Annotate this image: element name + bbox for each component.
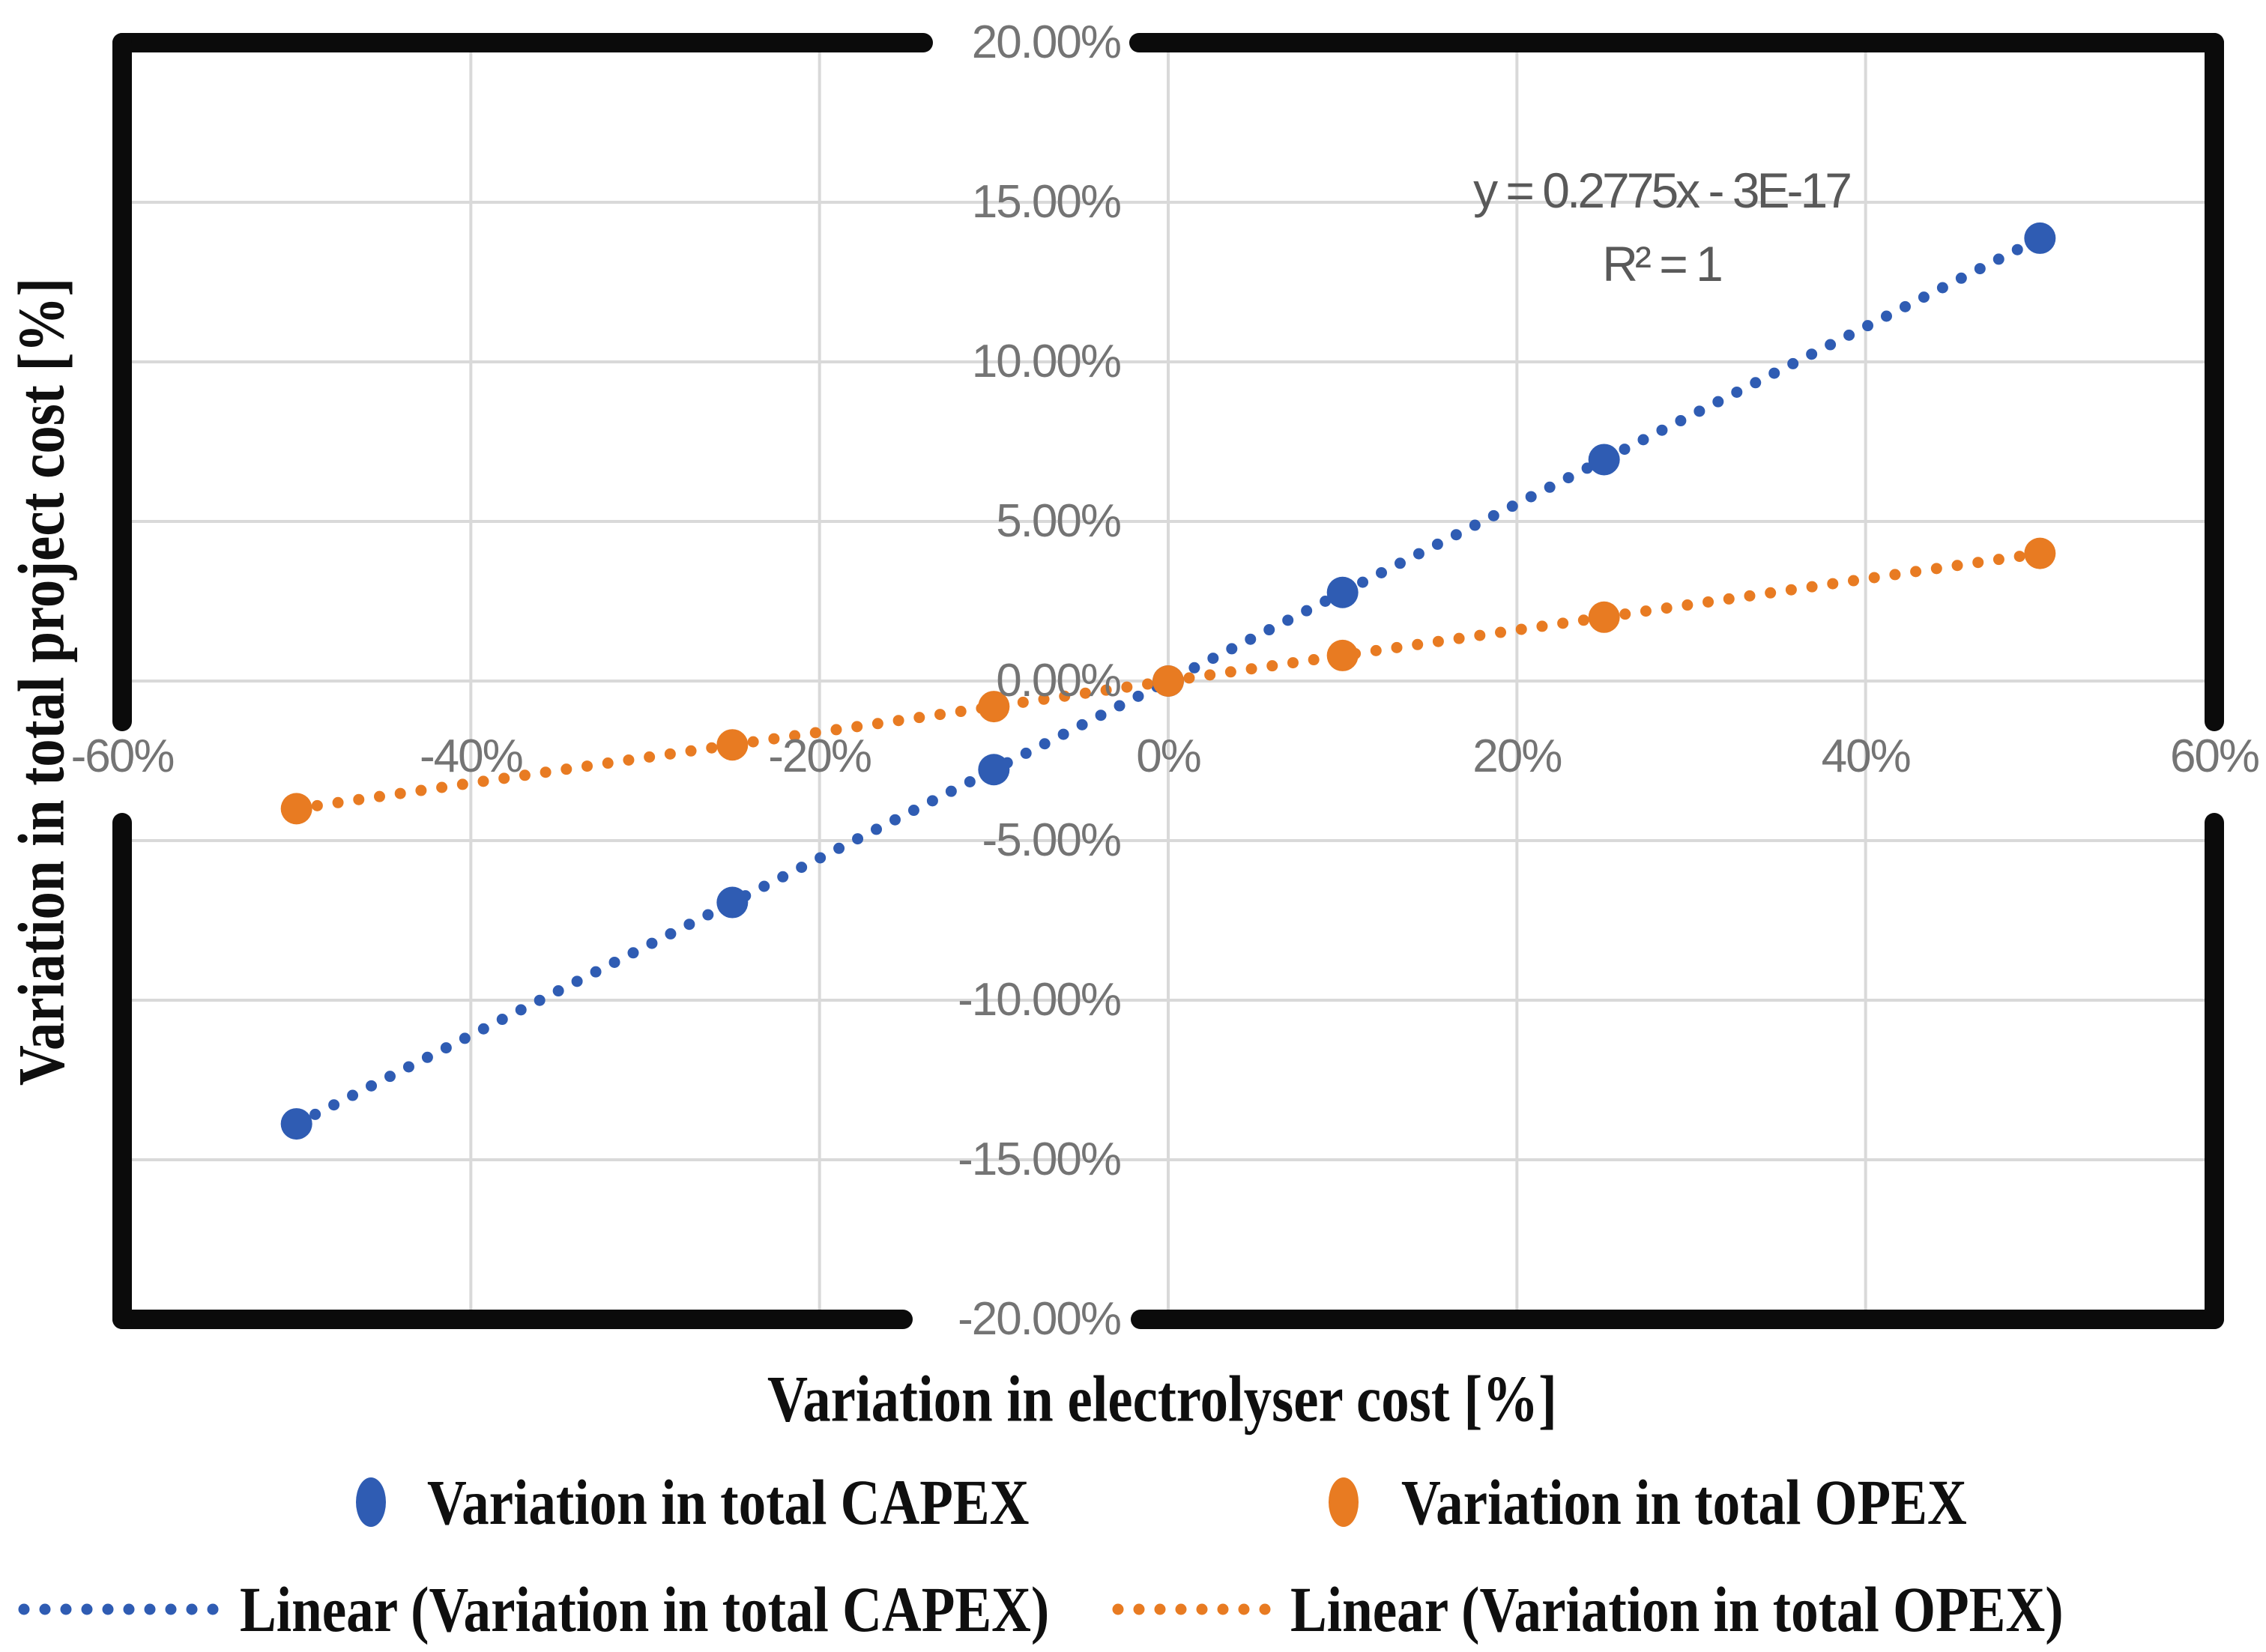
data-point-marker — [280, 1108, 312, 1140]
plot-border — [112, 33, 2224, 1329]
opex-series-markers — [280, 537, 2056, 825]
data-point-marker — [1588, 444, 1620, 476]
legend-swatches — [18, 1477, 1359, 1615]
data-point-marker — [2024, 537, 2056, 569]
data-point-marker — [1326, 576, 1359, 608]
data-point-marker — [280, 793, 312, 825]
data-point-marker — [1326, 639, 1359, 671]
legend-marker-icon — [1329, 1477, 1359, 1527]
data-point-marker — [978, 754, 1010, 786]
data-point-marker — [1588, 601, 1620, 633]
data-point-marker — [716, 729, 749, 761]
data-point-marker — [1152, 665, 1184, 697]
data-point-marker — [2024, 222, 2056, 254]
data-point-marker — [716, 886, 749, 919]
legend-marker-icon — [356, 1477, 386, 1527]
data-point-marker — [978, 691, 1010, 723]
